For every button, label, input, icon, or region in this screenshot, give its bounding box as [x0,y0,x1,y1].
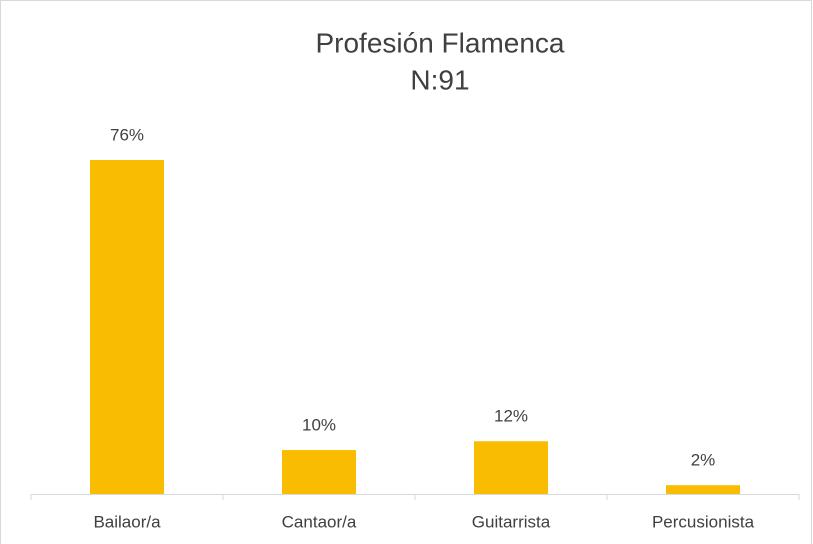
data-label: 10% [302,416,336,435]
data-label: 76% [110,125,144,144]
x-tick-label: Bailaor/a [93,512,161,531]
bar [282,450,356,494]
bar [90,160,164,494]
data-label: 12% [494,407,528,426]
data-label: 2% [691,451,716,470]
bar [474,441,548,494]
chart-subtitle: N:91 [410,64,469,95]
bar [666,485,740,494]
x-tick-label: Percusionista [652,512,755,531]
chart-title: Profesión Flamenca [315,27,564,58]
x-tick-label: Guitarrista [472,512,551,531]
x-tick-label: Cantaor/a [282,512,357,531]
